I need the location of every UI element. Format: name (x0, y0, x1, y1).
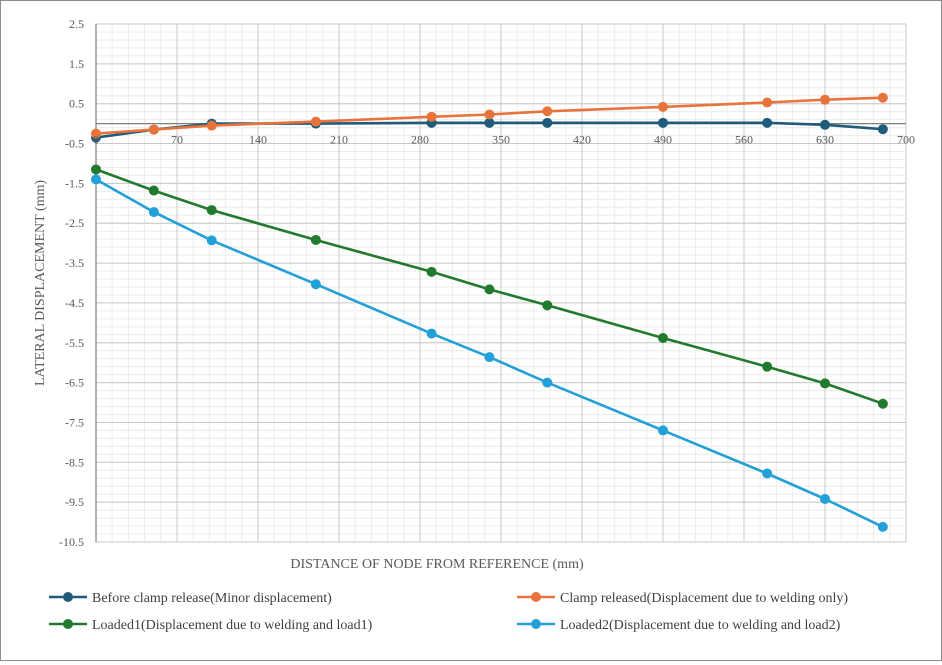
data-point (877, 124, 888, 135)
data-point (91, 128, 101, 139)
data-point (658, 425, 668, 436)
y-tick-label: -8.5 (65, 455, 84, 469)
x-tick-label: 700 (897, 133, 915, 147)
series-lines (91, 92, 888, 532)
data-point (206, 205, 217, 216)
data-point (542, 106, 553, 117)
data-point (658, 117, 668, 128)
y-tick-label: -3.5 (65, 256, 84, 270)
tick-labels: 0 70 140 210 280 350 420 490 560 630 700 2.5 1.5 0.5 -… (59, 17, 915, 549)
data-point (91, 164, 101, 175)
data-point (877, 398, 888, 409)
grid (95, 23, 907, 543)
y-tick-label: -10.5 (59, 535, 84, 549)
x-tick-label: 560 (735, 133, 753, 147)
y-tick-label: -5.5 (65, 336, 84, 350)
x-tick-label: 630 (816, 133, 834, 147)
y-tick-label: -4.5 (65, 296, 84, 310)
x-tick-label: 280 (411, 133, 429, 147)
data-point (484, 117, 495, 128)
legend-item: Before clamp release(Minor displacement) (49, 591, 332, 606)
legend: Before clamp release(Minor displacement)… (49, 591, 848, 633)
data-point (484, 284, 495, 295)
x-tick-label: 420 (573, 133, 591, 147)
legend-marker (531, 592, 541, 602)
data-point (877, 92, 888, 103)
data-point (762, 361, 773, 372)
x-tick-label: 490 (654, 133, 672, 147)
series (91, 174, 888, 532)
data-point (484, 109, 495, 120)
y-tick-label: -0.5 (65, 137, 84, 151)
series (91, 164, 888, 409)
x-tick-label: 0 (93, 133, 99, 147)
data-point (658, 101, 668, 112)
legend-marker (63, 619, 73, 629)
y-tick-label: 0.5 (69, 97, 84, 111)
data-point (310, 116, 321, 127)
data-point (820, 119, 830, 130)
series (91, 92, 888, 139)
data-point (762, 468, 773, 479)
data-point (820, 493, 830, 504)
y-axis-title: LATERAL DISPLACEMENT (mm) (33, 180, 48, 386)
data-point (820, 378, 830, 389)
legend-item: Clamp released(Displacement due to weldi… (517, 591, 848, 606)
data-point (762, 97, 773, 108)
legend-item: Loaded2(Displacement due to welding and … (517, 618, 841, 633)
data-point (206, 235, 217, 246)
legend-label: Before clamp release(Minor displacement) (92, 591, 332, 606)
legend-marker (63, 592, 73, 602)
data-point (820, 94, 830, 105)
data-point (658, 332, 668, 343)
data-point (426, 328, 437, 339)
data-point (91, 174, 101, 185)
data-point (310, 279, 321, 290)
legend-label: Loaded2(Displacement due to welding and … (560, 618, 841, 633)
data-point (484, 352, 495, 363)
data-point (542, 300, 553, 311)
data-point (310, 234, 321, 245)
data-point (426, 111, 437, 122)
y-tick-label: -7.5 (65, 415, 84, 429)
data-point (206, 120, 217, 131)
legend-marker (531, 619, 541, 629)
y-tick-label: 2.5 (69, 17, 84, 31)
legend-item: Loaded1(Displacement due to welding and … (49, 618, 373, 633)
y-tick-label: 1.5 (69, 57, 84, 71)
x-tick-label: 70 (171, 133, 183, 147)
legend-label: Loaded1(Displacement due to welding and … (92, 618, 373, 633)
y-tick-label: -1.5 (65, 176, 84, 190)
data-point (148, 185, 159, 196)
data-point (542, 377, 553, 388)
y-tick-label: -6.5 (65, 376, 84, 390)
x-tick-label: 210 (330, 133, 348, 147)
data-point (426, 266, 437, 277)
data-point (148, 124, 159, 135)
x-axis-title: DISTANCE OF NODE FROM REFERENCE (mm) (290, 557, 584, 572)
data-point (877, 521, 888, 532)
y-tick-label: -9.5 (65, 495, 84, 509)
x-tick-label: 140 (249, 133, 267, 147)
data-point (762, 117, 773, 128)
y-tick-label: -2.5 (65, 216, 84, 230)
x-tick-label: 350 (492, 133, 510, 147)
legend-label: Clamp released(Displacement due to weldi… (560, 591, 848, 606)
data-point (542, 117, 553, 128)
data-point (148, 207, 159, 218)
